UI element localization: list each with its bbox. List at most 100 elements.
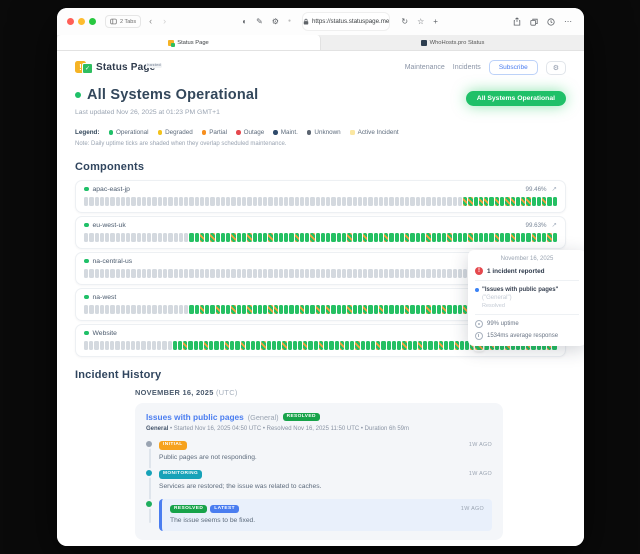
uptime-tick[interactable]	[136, 341, 141, 350]
uptime-tick[interactable]	[263, 269, 268, 278]
uptime-tick[interactable]	[115, 341, 120, 350]
uptime-tick[interactable]	[449, 341, 454, 350]
uptime-tick[interactable]	[131, 197, 136, 206]
uptime-tick[interactable]	[289, 233, 294, 242]
uptime-tick[interactable]	[241, 233, 247, 242]
uptime-tick[interactable]	[173, 197, 178, 206]
uptime-tick[interactable]	[257, 233, 263, 242]
uptime-tick[interactable]	[452, 197, 457, 206]
uptime-tick[interactable]	[131, 269, 136, 278]
uptime-tick[interactable]	[305, 197, 310, 206]
uptime-tick[interactable]	[84, 233, 89, 242]
uptime-tick[interactable]	[339, 341, 344, 350]
uptime-tick[interactable]	[84, 305, 89, 314]
uptime-tick[interactable]	[368, 305, 373, 314]
uptime-tick[interactable]	[342, 269, 347, 278]
uptime-tick[interactable]	[326, 305, 331, 314]
uptime-tick[interactable]	[389, 269, 394, 278]
uptime-tick[interactable]	[94, 341, 99, 350]
uptime-tick[interactable]	[436, 305, 442, 314]
uptime-tick[interactable]	[378, 269, 384, 278]
uptime-tick[interactable]	[499, 197, 505, 206]
uptime-tick[interactable]	[494, 233, 499, 242]
back-button[interactable]: ‹	[149, 16, 153, 26]
uptime-tick[interactable]	[157, 305, 162, 314]
uptime-tick[interactable]	[157, 269, 162, 278]
uptime-tick[interactable]	[329, 341, 334, 350]
uptime-tick[interactable]	[162, 269, 168, 278]
uptime-tick[interactable]	[326, 269, 331, 278]
uptime-tick[interactable]	[326, 197, 331, 206]
uptime-tick[interactable]	[236, 269, 241, 278]
uptime-tick[interactable]	[542, 197, 547, 206]
uptime-tick[interactable]	[173, 269, 178, 278]
uptime-tick[interactable]	[447, 269, 452, 278]
uptime-tick[interactable]	[526, 197, 531, 206]
uptime-tick[interactable]	[236, 233, 241, 242]
uptime-tick[interactable]	[415, 197, 420, 206]
tab-status-page[interactable]: Status Page	[57, 35, 321, 50]
uptime-tick[interactable]	[105, 233, 110, 242]
uptime-tick[interactable]	[110, 269, 115, 278]
uptime-tick[interactable]	[89, 341, 94, 350]
uptime-tick[interactable]	[210, 233, 215, 242]
uptime-tick[interactable]	[368, 197, 373, 206]
uptime-tick[interactable]	[394, 233, 399, 242]
uptime-tick[interactable]	[452, 269, 457, 278]
uptime-tick[interactable]	[105, 305, 110, 314]
uptime-tick[interactable]	[442, 269, 447, 278]
uptime-tick[interactable]	[352, 305, 357, 314]
uptime-tick[interactable]	[405, 305, 410, 314]
uptime-tick[interactable]	[99, 305, 105, 314]
uptime-tick[interactable]	[373, 269, 378, 278]
uptime-tick[interactable]	[256, 341, 261, 350]
uptime-tick[interactable]	[336, 305, 342, 314]
new-tab-plus-icon[interactable]: +	[433, 16, 438, 26]
uptime-tick[interactable]	[336, 233, 342, 242]
uptime-tick[interactable]	[115, 233, 120, 242]
uptime-tick[interactable]	[468, 233, 473, 242]
uptime-tick[interactable]	[331, 197, 336, 206]
uptime-tick[interactable]	[331, 233, 336, 242]
uptime-tick[interactable]	[489, 197, 494, 206]
uptime-tick[interactable]	[278, 197, 284, 206]
uptime-tick[interactable]	[463, 305, 468, 314]
uptime-tick[interactable]	[241, 269, 247, 278]
uptime-tick[interactable]	[120, 269, 126, 278]
uptime-tick[interactable]	[457, 269, 463, 278]
uptime-tick[interactable]	[224, 341, 230, 350]
uptime-tick[interactable]	[257, 305, 263, 314]
uptime-tick[interactable]	[110, 197, 115, 206]
uptime-tick[interactable]	[352, 197, 357, 206]
minimize-window-button[interactable]	[78, 18, 85, 25]
uptime-tick[interactable]	[99, 269, 105, 278]
uptime-tick[interactable]	[384, 197, 389, 206]
feather-icon[interactable]: ✎	[256, 16, 263, 26]
uptime-tick[interactable]	[452, 233, 457, 242]
uptime-tick[interactable]	[347, 305, 352, 314]
tabs-overview-button[interactable]: 2 Tabs	[105, 15, 142, 28]
uptime-tick[interactable]	[373, 233, 378, 242]
uptime-tick[interactable]	[473, 233, 478, 242]
uptime-tick[interactable]	[412, 341, 417, 350]
uptime-tick[interactable]	[405, 197, 410, 206]
uptime-tick[interactable]	[273, 305, 278, 314]
uptime-tick[interactable]	[231, 269, 236, 278]
uptime-tick[interactable]	[433, 341, 438, 350]
uptime-tick[interactable]	[146, 341, 151, 350]
uptime-tick[interactable]	[289, 269, 294, 278]
uptime-tick[interactable]	[252, 269, 257, 278]
uptime-tick[interactable]	[308, 341, 313, 350]
uptime-tick[interactable]	[141, 197, 147, 206]
uptime-tick[interactable]	[360, 341, 365, 350]
uptime-tick[interactable]	[136, 269, 141, 278]
uptime-tick[interactable]	[162, 233, 168, 242]
uptime-tick[interactable]	[189, 305, 194, 314]
nav-incidents-link[interactable]: Incidents	[452, 64, 481, 71]
uptime-tick[interactable]	[410, 233, 415, 242]
uptime-tick[interactable]	[292, 341, 297, 350]
uptime-tick[interactable]	[141, 341, 146, 350]
uptime-tick[interactable]	[199, 269, 205, 278]
uptime-tick[interactable]	[468, 197, 473, 206]
uptime-tick[interactable]	[310, 197, 315, 206]
